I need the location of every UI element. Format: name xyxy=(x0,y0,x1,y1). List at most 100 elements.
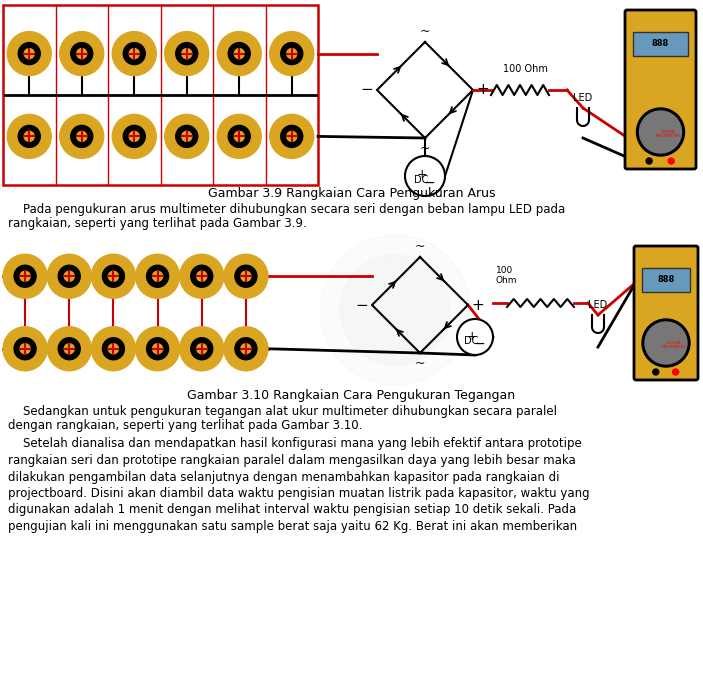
Circle shape xyxy=(7,115,51,159)
Circle shape xyxy=(197,271,207,281)
Circle shape xyxy=(640,111,681,153)
Circle shape xyxy=(24,49,34,58)
Text: LED: LED xyxy=(588,300,607,310)
Circle shape xyxy=(224,254,268,298)
Circle shape xyxy=(636,108,685,156)
Text: rangkaian, seperti yang terlihat pada Gambar 3.9.: rangkaian, seperti yang terlihat pada Ga… xyxy=(8,218,307,231)
Circle shape xyxy=(235,338,257,360)
Circle shape xyxy=(673,369,678,375)
Circle shape xyxy=(197,344,207,354)
Circle shape xyxy=(58,265,80,287)
Text: +: + xyxy=(417,168,427,181)
Circle shape xyxy=(182,49,192,58)
Circle shape xyxy=(165,115,209,159)
Circle shape xyxy=(646,158,652,164)
FancyBboxPatch shape xyxy=(634,246,698,380)
Text: Setelah dianalisa dan mendapatkan hasil konfigurasi mana yang lebih efektif anta: Setelah dianalisa dan mendapatkan hasil … xyxy=(8,438,582,451)
Text: −: − xyxy=(355,297,368,313)
Circle shape xyxy=(270,115,314,159)
Text: rangkaian seri dan prototipe rangkaian paralel dalam mengasilkan daya yang lebih: rangkaian seri dan prototipe rangkaian p… xyxy=(8,454,576,467)
Circle shape xyxy=(14,265,36,287)
Circle shape xyxy=(112,32,156,76)
Text: 888: 888 xyxy=(652,39,669,49)
Text: Sedangkan untuk pengukuran tegangan alat ukur multimeter dihubungkan secara para: Sedangkan untuk pengukuran tegangan alat… xyxy=(8,405,557,418)
Circle shape xyxy=(176,126,198,148)
Text: 100 Ohm: 100 Ohm xyxy=(503,64,548,74)
Text: ~: ~ xyxy=(420,25,430,38)
Circle shape xyxy=(645,322,687,364)
Circle shape xyxy=(228,126,250,148)
Circle shape xyxy=(7,32,51,76)
Text: Gambar 3.10 Rangkaian Cara Pengukuran Tegangan: Gambar 3.10 Rangkaian Cara Pengukuran Te… xyxy=(188,390,515,403)
Circle shape xyxy=(123,43,146,65)
Circle shape xyxy=(3,327,47,371)
Circle shape xyxy=(234,49,244,58)
Bar xyxy=(3,5,318,185)
Circle shape xyxy=(129,131,139,142)
Text: digunakan adalah 1 menit dengan melihat interval waktu pengisian setiap 10 detik: digunakan adalah 1 menit dengan melihat … xyxy=(8,504,576,517)
Circle shape xyxy=(217,115,262,159)
Circle shape xyxy=(47,254,91,298)
Text: DIGITAL
MULTIMETER: DIGITAL MULTIMETER xyxy=(662,341,686,349)
Text: +: + xyxy=(467,330,477,343)
Circle shape xyxy=(103,265,124,287)
Circle shape xyxy=(320,235,470,385)
Text: Pada pengukuran arus multimeter dihubungkan secara seri dengan beban lampu LED p: Pada pengukuran arus multimeter dihubung… xyxy=(8,203,565,216)
Text: −: − xyxy=(423,176,435,190)
Circle shape xyxy=(241,344,251,354)
Text: Gambar 3.9 Rangkaian Cara Pengukuran Arus: Gambar 3.9 Rangkaian Cara Pengukuran Aru… xyxy=(208,188,495,201)
Circle shape xyxy=(64,344,75,354)
Circle shape xyxy=(20,271,30,281)
Circle shape xyxy=(153,344,162,354)
Circle shape xyxy=(147,338,169,360)
Circle shape xyxy=(20,344,30,354)
Circle shape xyxy=(18,43,40,65)
Circle shape xyxy=(91,327,136,371)
Circle shape xyxy=(642,319,690,367)
Text: pengujian kali ini menggunakan satu sample berat saja yaitu 62 Kg. Berat ini aka: pengujian kali ini menggunakan satu samp… xyxy=(8,520,577,533)
Text: DC: DC xyxy=(464,336,478,346)
Circle shape xyxy=(64,271,75,281)
Bar xyxy=(633,32,688,56)
Circle shape xyxy=(280,126,303,148)
Circle shape xyxy=(136,254,179,298)
Circle shape xyxy=(165,32,209,76)
Circle shape xyxy=(108,344,118,354)
Circle shape xyxy=(60,115,104,159)
Text: DC: DC xyxy=(414,175,428,185)
Text: +: + xyxy=(476,82,489,98)
Circle shape xyxy=(180,327,224,371)
Circle shape xyxy=(235,265,257,287)
Circle shape xyxy=(228,43,250,65)
Circle shape xyxy=(3,254,47,298)
Circle shape xyxy=(91,254,136,298)
Circle shape xyxy=(653,369,659,375)
Circle shape xyxy=(191,338,213,360)
Circle shape xyxy=(224,327,268,371)
Circle shape xyxy=(182,131,192,142)
Circle shape xyxy=(180,254,224,298)
Text: dilakukan pengambilan data selanjutnya dengan menambahkan kapasitor pada rangkai: dilakukan pengambilan data selanjutnya d… xyxy=(8,471,560,484)
Circle shape xyxy=(71,126,93,148)
Text: −: − xyxy=(473,337,485,351)
Circle shape xyxy=(129,49,139,58)
Circle shape xyxy=(270,32,314,76)
Circle shape xyxy=(60,32,104,76)
Text: ~: ~ xyxy=(415,357,425,370)
Circle shape xyxy=(176,43,198,65)
Circle shape xyxy=(669,158,674,164)
Circle shape xyxy=(112,115,156,159)
Circle shape xyxy=(153,271,162,281)
Circle shape xyxy=(14,338,36,360)
Circle shape xyxy=(123,126,146,148)
Circle shape xyxy=(18,126,40,148)
Text: projectboard. Disini akan diambil data waktu pengisian muatan listrik pada kapas: projectboard. Disini akan diambil data w… xyxy=(8,487,590,500)
Circle shape xyxy=(217,32,262,76)
Text: DIGITAL
MULTIMETER: DIGITAL MULTIMETER xyxy=(656,130,681,138)
Circle shape xyxy=(47,327,91,371)
Circle shape xyxy=(340,255,450,365)
Bar xyxy=(642,268,690,292)
Text: 888: 888 xyxy=(657,275,675,284)
Circle shape xyxy=(241,271,251,281)
Circle shape xyxy=(405,156,445,196)
